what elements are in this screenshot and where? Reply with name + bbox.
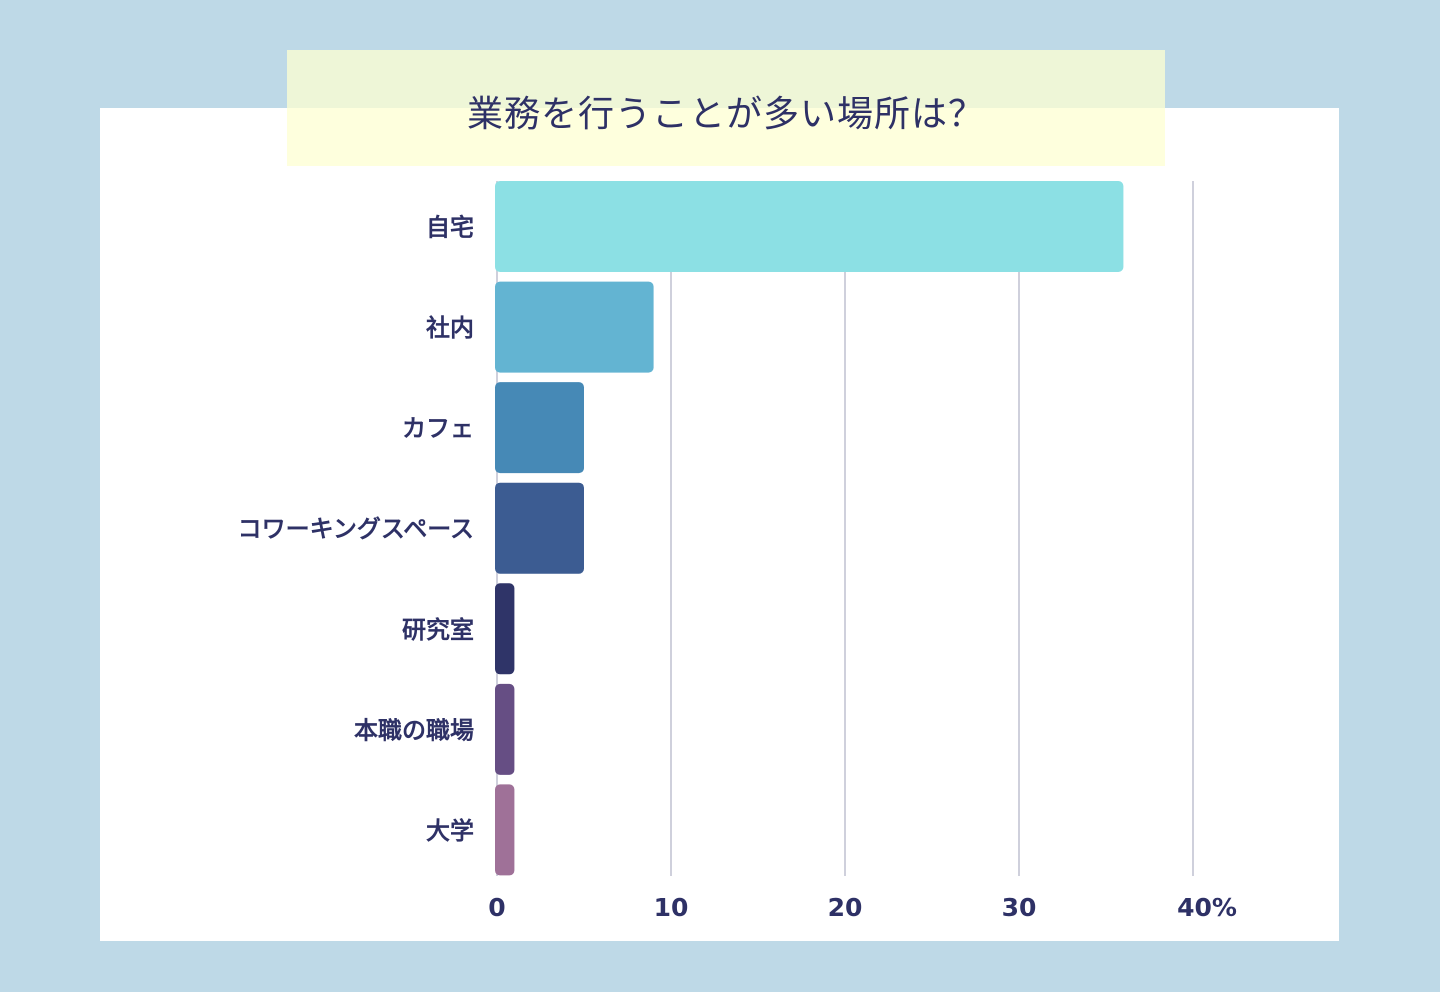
- chart-title: 業務を行うことが多い場所は？: [466, 94, 985, 135]
- category-label: 大学: [426, 817, 474, 845]
- bar-6: [495, 784, 515, 876]
- x-tick-label: 40%: [1177, 893, 1237, 922]
- category-label: 自宅: [426, 214, 474, 242]
- title-banner: 業務を行うことが多い場所は？: [287, 50, 1165, 166]
- x-tick-label: 30: [1002, 893, 1037, 922]
- bar-4: [495, 583, 515, 675]
- category-label: 社内: [426, 314, 474, 342]
- category-label: 本職の職場: [354, 716, 474, 744]
- bar-5: [495, 683, 515, 775]
- bar-2: [495, 382, 584, 474]
- category-label: カフェ: [402, 415, 474, 443]
- bar-3: [495, 482, 584, 574]
- x-tick-label: 10: [654, 893, 689, 922]
- category-label: コワーキングスペース: [238, 515, 474, 543]
- x-tick-label: 0: [488, 893, 505, 922]
- bar-1: [495, 281, 654, 373]
- bar-0: [495, 181, 1124, 272]
- category-label: 研究室: [402, 616, 474, 644]
- x-tick-label: 20: [828, 893, 863, 922]
